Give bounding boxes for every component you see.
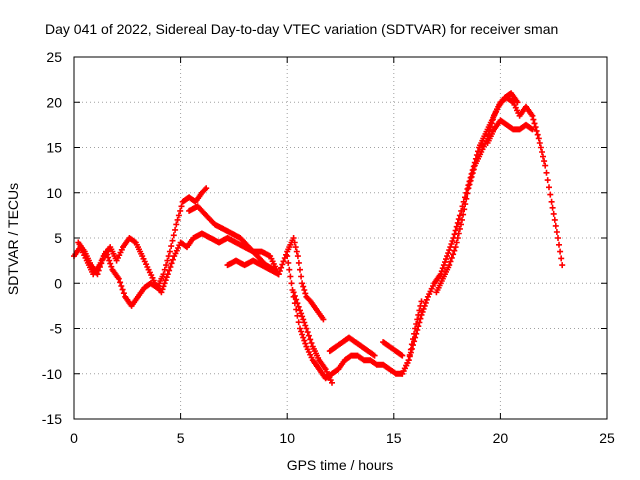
point-markers [326, 334, 378, 359]
series-trace-6 [284, 253, 425, 382]
x-axis-label: GPS time / hours [287, 457, 394, 473]
point-markers [380, 339, 406, 359]
y-tick-label: 0 [54, 275, 62, 291]
point-markers [484, 117, 536, 146]
x-tick-labels: 0 5 10 15 20 25 [70, 430, 615, 446]
series-trace-12 [484, 117, 536, 146]
y-tick-label: 10 [46, 185, 62, 201]
y-tick-label: 20 [46, 94, 62, 110]
y-axis-label: SDTVAR / TECUs [5, 183, 21, 295]
y-tick-label: 5 [54, 230, 62, 246]
axis-ticks [73, 56, 608, 420]
chart-title: Day 041 of 2022, Sidereal Day-to-day VTE… [45, 21, 558, 37]
x-tick-label: 5 [177, 430, 185, 446]
point-markers [284, 253, 425, 382]
data-points [71, 90, 566, 386]
point-markers [433, 94, 566, 296]
series-trace-7 [290, 289, 335, 386]
y-tick-label: 15 [46, 140, 62, 156]
y-tick-label: -15 [42, 411, 62, 427]
point-markers [224, 257, 282, 278]
x-tick-label: 15 [386, 430, 402, 446]
x-tick-label: 25 [599, 430, 615, 446]
y-tick-label: -10 [42, 366, 62, 382]
series-trace-11 [433, 94, 566, 296]
y-tick-label: -5 [50, 321, 63, 337]
series-trace-8 [326, 334, 378, 359]
series-trace-9 [380, 339, 406, 359]
y-tick-label: 25 [46, 49, 62, 65]
series-trace-4 [224, 257, 282, 278]
point-markers [275, 235, 327, 323]
x-tick-label: 10 [279, 430, 295, 446]
x-tick-label: 0 [70, 430, 78, 446]
x-tick-label: 20 [493, 430, 509, 446]
series-trace-5 [275, 235, 327, 323]
point-markers [290, 289, 335, 386]
y-tick-labels: -15 -10 -5 0 5 10 15 20 25 [42, 49, 62, 427]
